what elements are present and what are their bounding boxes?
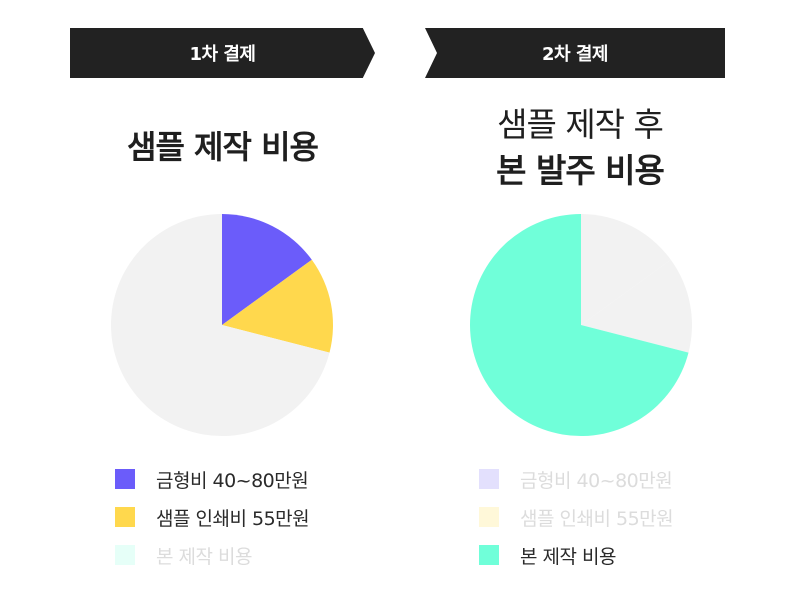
sample-cost-pie-chart xyxy=(111,214,333,436)
legend-label: 본 제작 비용 xyxy=(520,545,616,568)
legend-swatch xyxy=(479,507,499,527)
production-cost-title-line2: 본 발주 비용 xyxy=(496,151,665,190)
legend-label: 본 제작 비용 xyxy=(156,545,252,568)
pie-slice-2 xyxy=(581,259,692,353)
production-cost-pie-chart xyxy=(470,214,692,436)
pie-slice-1 xyxy=(581,214,671,325)
sample-cost-title: 샘플 제작 비용 xyxy=(127,128,319,166)
second-payment-banner: 2차 결제 xyxy=(425,28,725,78)
legend-swatch xyxy=(479,469,499,489)
first-payment-banner: 1차 결제 xyxy=(70,28,375,78)
legend-item: 샘플 인쇄비 55만원 xyxy=(479,498,674,536)
legend-item: 본 제작 비용 xyxy=(115,536,309,574)
pie-slice-3 xyxy=(470,214,689,436)
legend-swatch xyxy=(115,507,135,527)
legend-swatch xyxy=(115,469,135,489)
first-payment-label: 1차 결제 xyxy=(189,44,256,65)
legend-label: 금형비 40~80만원 xyxy=(520,469,673,492)
post-sample-title-line1: 샘플 제작 후 xyxy=(497,105,664,144)
legend-item: 샘플 인쇄비 55만원 xyxy=(115,498,310,536)
pie-slice-1 xyxy=(222,214,312,325)
legend-item: 본 제작 비용 xyxy=(479,536,673,574)
second-payment-label: 2차 결제 xyxy=(542,44,608,65)
legend-item: 금형비 40~80만원 xyxy=(115,460,309,498)
legend-item: 금형비 40~80만원 xyxy=(479,460,673,498)
pie-slice-3 xyxy=(111,214,330,436)
legend-label: 샘플 인쇄비 55만원 xyxy=(156,507,310,530)
pie-slice-2 xyxy=(222,259,333,353)
legend-label: 금형비 40~80만원 xyxy=(156,469,309,492)
legend-label: 샘플 인쇄비 55만원 xyxy=(520,507,674,530)
legend-swatch xyxy=(479,545,499,565)
legend-swatch xyxy=(115,545,135,565)
